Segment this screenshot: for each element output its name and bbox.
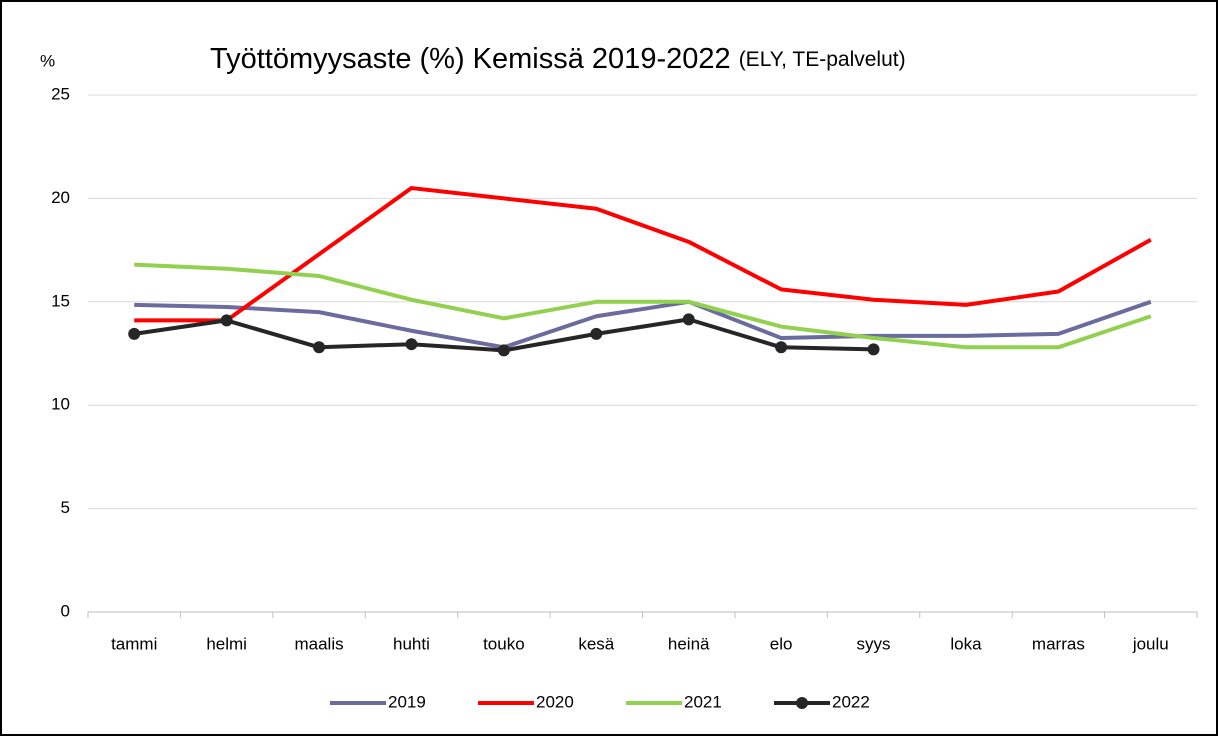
x-tick-label: joulu bbox=[1132, 634, 1169, 653]
y-tick-label: 5 bbox=[61, 498, 70, 517]
chart-title: Työttömyysaste (%) Kemissä 2019-2022 (EL… bbox=[210, 43, 906, 75]
point-marker bbox=[867, 343, 880, 356]
y-axis-label: % bbox=[40, 51, 55, 70]
point-marker bbox=[220, 314, 233, 327]
legend-label: 2022 bbox=[832, 692, 870, 711]
legend-label: 2021 bbox=[684, 692, 722, 711]
point-marker bbox=[590, 327, 603, 340]
point-marker bbox=[128, 327, 141, 340]
point-marker bbox=[775, 341, 788, 354]
x-tick-label: maalis bbox=[294, 634, 343, 653]
y-tick-label: 10 bbox=[51, 395, 70, 414]
title-main: Työttömyysaste (%) Kemissä 2019-2022 bbox=[210, 43, 731, 75]
point-marker bbox=[682, 313, 695, 326]
x-tick-label: kesä bbox=[578, 634, 614, 653]
y-tick-label: 25 bbox=[51, 84, 70, 103]
x-tick-label: huhti bbox=[393, 634, 430, 653]
x-tick-label: helmi bbox=[206, 634, 247, 653]
x-tick-label: heinä bbox=[668, 634, 710, 653]
series-line bbox=[134, 262, 1152, 350]
x-tick-label: marras bbox=[1032, 634, 1085, 653]
y-tick-label: 20 bbox=[51, 188, 70, 207]
x-tick-label: tammi bbox=[111, 634, 157, 653]
x-tick-label: syys bbox=[857, 634, 891, 653]
y-tick-label: 15 bbox=[51, 291, 70, 310]
point-marker bbox=[313, 341, 326, 354]
y-tick-label: 0 bbox=[61, 601, 70, 620]
series-line bbox=[134, 299, 1152, 350]
legend-label: 2020 bbox=[536, 692, 574, 711]
legend-marker bbox=[796, 697, 808, 709]
legend-label: 2019 bbox=[388, 692, 426, 711]
x-tick-label: elo bbox=[770, 634, 793, 653]
point-marker bbox=[405, 338, 418, 351]
point-marker bbox=[497, 344, 510, 357]
series-line bbox=[134, 186, 1152, 323]
x-tick-label: touko bbox=[483, 634, 525, 653]
x-tick-label: loka bbox=[950, 634, 982, 653]
title-note: (ELY, TE-palvelut) bbox=[739, 48, 906, 71]
